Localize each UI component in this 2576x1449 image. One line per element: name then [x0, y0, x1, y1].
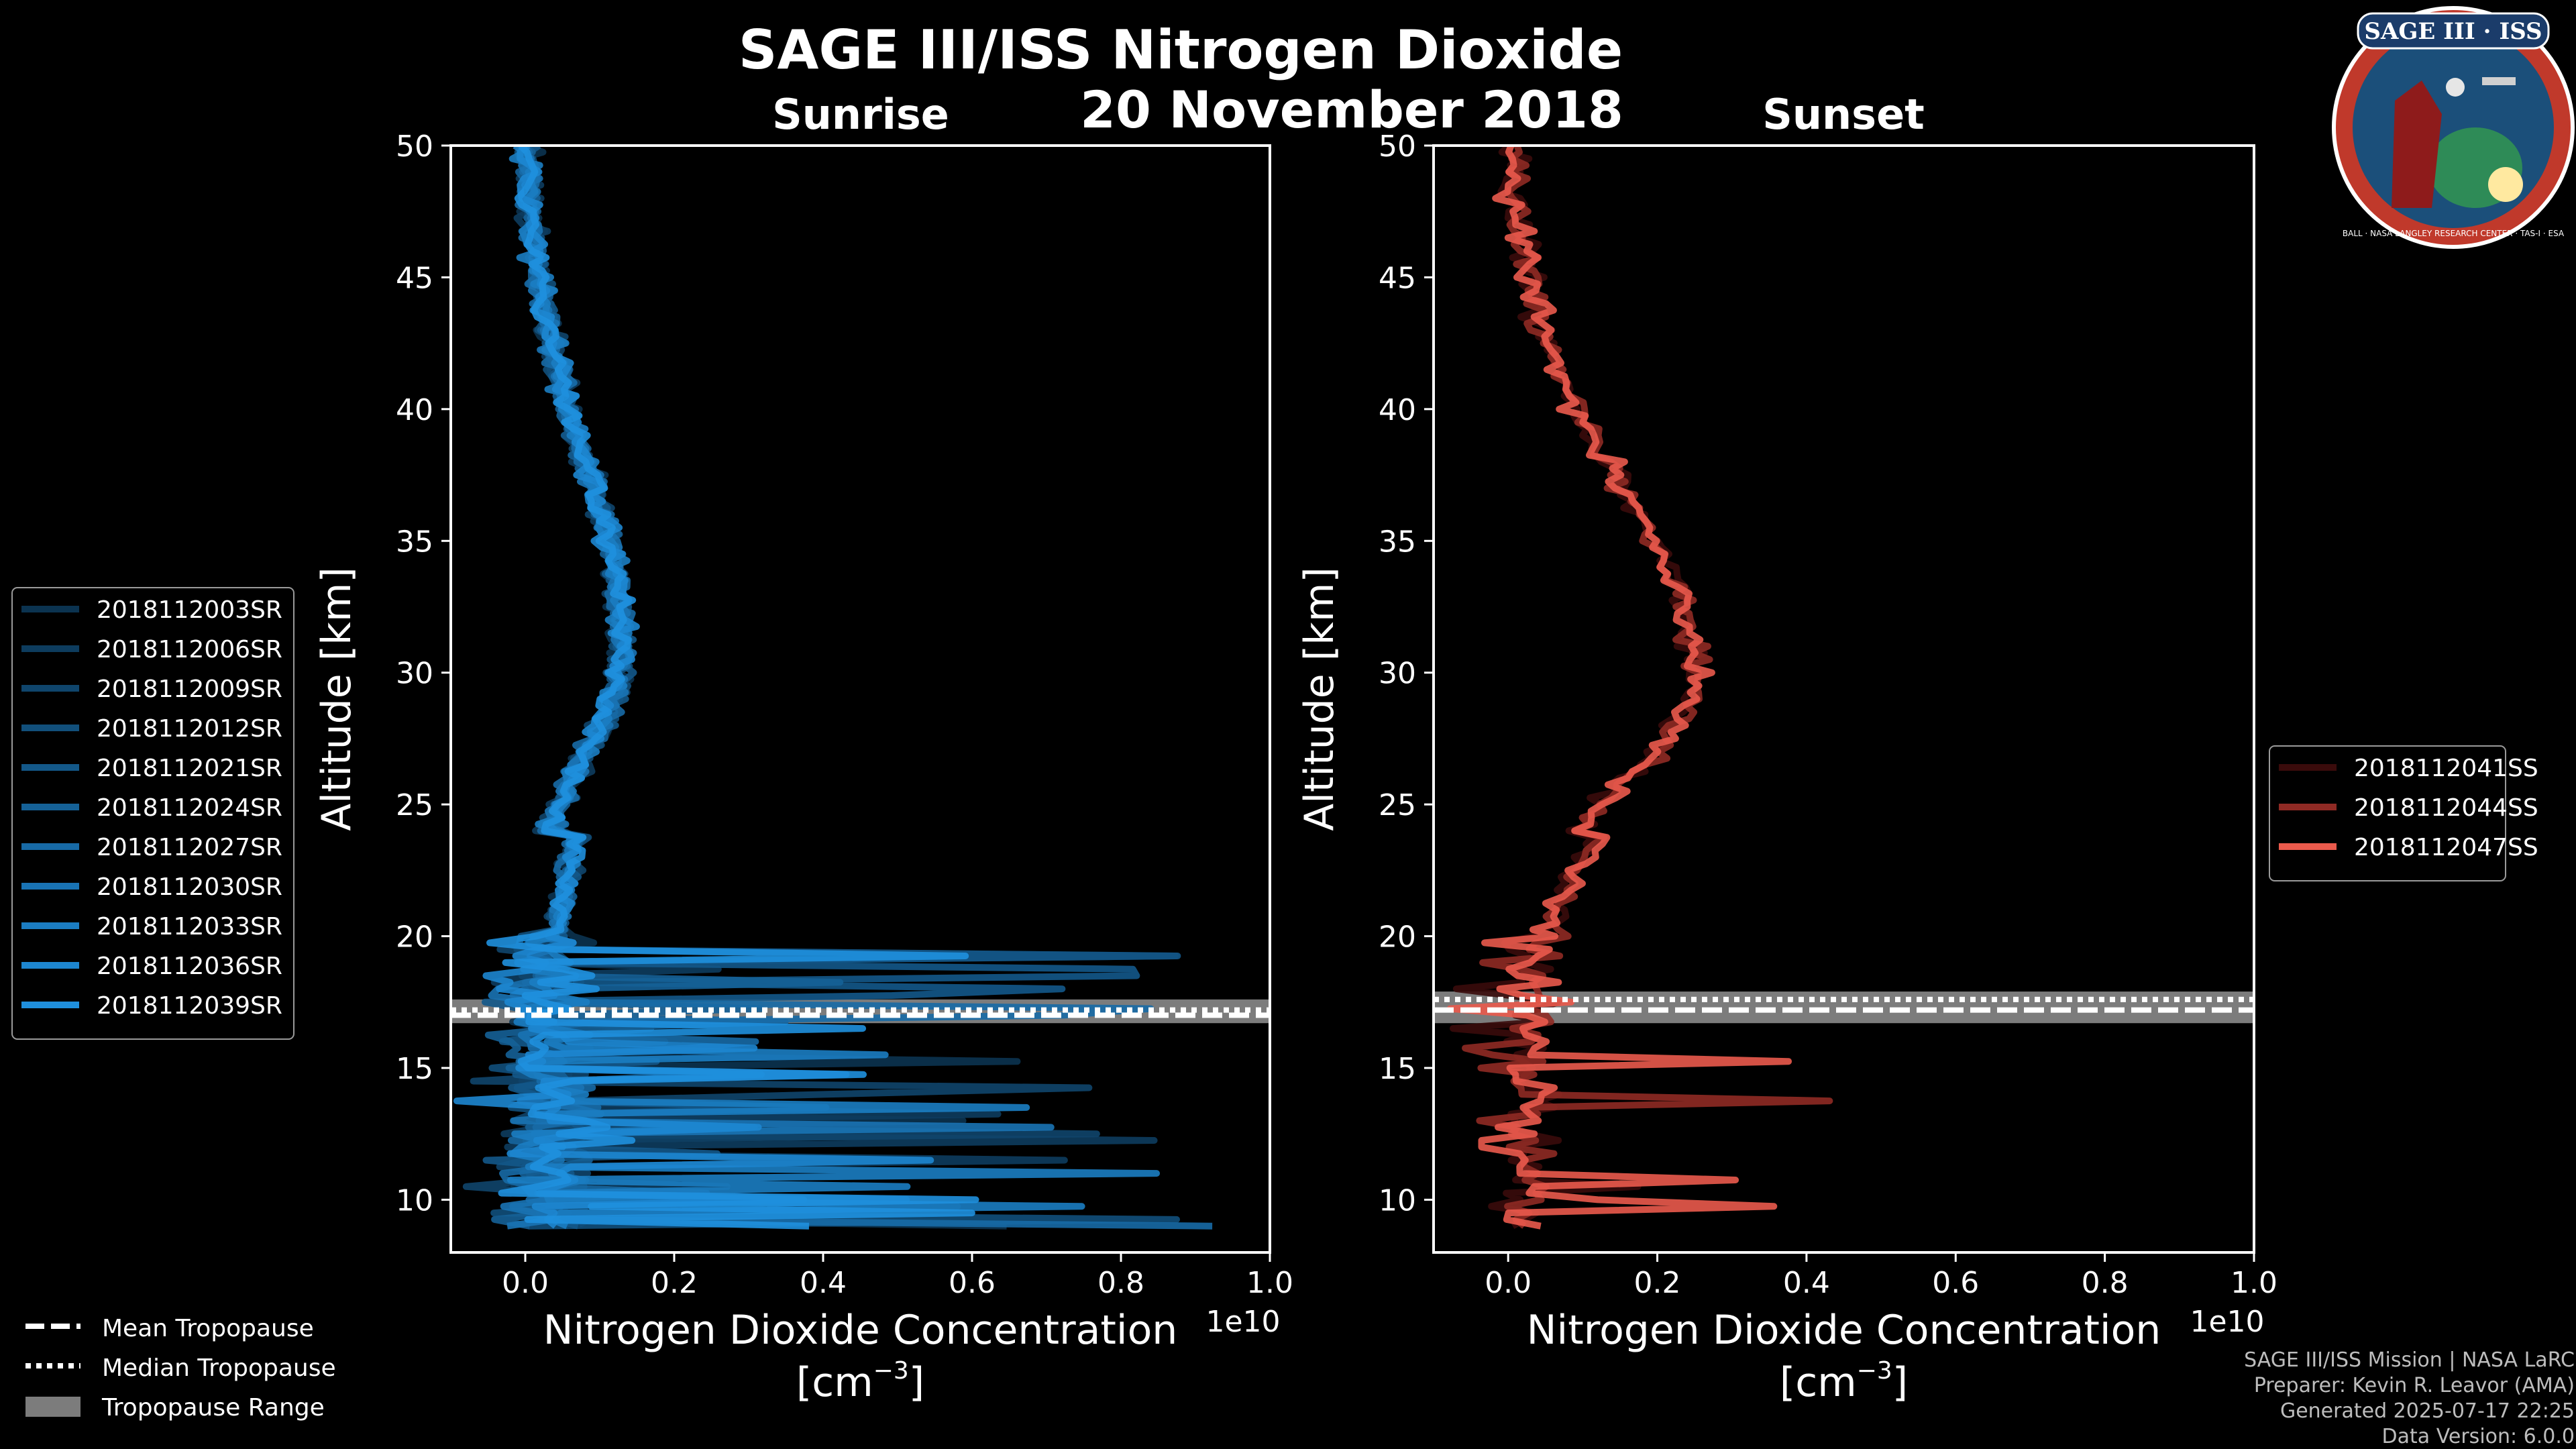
chart-sunrise: 0.0 0.2 0.4 0.6 0.8 1.0 10 15 20 25 30 35 40 45 50 1e10…	[313, 129, 1293, 1406]
legend-entry-2018112033SR: 2018112033SR	[97, 913, 282, 941]
y-tick-label: 10	[1379, 1183, 1416, 1218]
y-tick-label: 40	[1379, 393, 1416, 427]
x-axis-units: [cm−3]	[796, 1357, 924, 1406]
y-tick-label: 40	[396, 393, 433, 427]
legend-entry-2018112039SR: 2018112039SR	[97, 992, 282, 1020]
x-tick-label: 0.6	[1932, 1266, 1979, 1300]
legend-entry-2018112030SR: 2018112030SR	[97, 873, 282, 901]
x-tick-label: 0.4	[800, 1266, 847, 1300]
legend-entry-2018112021SR: 2018112021SR	[97, 755, 282, 782]
x-tick-label: 0.0	[1485, 1266, 1532, 1300]
tropopause-legend: Mean Tropopause Median Tropopause Tropop…	[25, 1315, 336, 1421]
legend-entry-2018112024SR: 2018112024SR	[97, 794, 282, 822]
x-tick-label: 1.0	[1246, 1266, 1293, 1300]
credit-line-2: Preparer: Kevin R. Leavor (AMA)	[2254, 1374, 2575, 1397]
y-tick-label: 10	[396, 1183, 433, 1218]
x-tick-label: 0.0	[502, 1266, 549, 1300]
legend-tropopause-range-label: Tropopause Range	[101, 1394, 325, 1421]
x-tick-label: 0.4	[1783, 1266, 1830, 1300]
plot-area	[451, 146, 1270, 1230]
credit-line-3: Generated 2025-07-17 22:25	[2280, 1399, 2575, 1423]
y-tick-label: 45	[1379, 261, 1416, 295]
y-tick-label: 15	[1379, 1052, 1416, 1086]
y-tick-label: 20	[396, 920, 433, 955]
credit-line-4: Data Version: 6.0.0	[2382, 1425, 2575, 1448]
credits: SAGE III/ISS Mission | NASA LaRC Prepare…	[2244, 1348, 2575, 1448]
y-tick-label: 15	[396, 1052, 433, 1086]
x-tick-label: 0.6	[949, 1266, 996, 1300]
x-tick-label: 0.2	[1634, 1266, 1681, 1300]
plot-frame	[449, 144, 1271, 1254]
legend-entry-2018112036SR: 2018112036SR	[97, 953, 282, 980]
legend-entry-2018112009SR: 2018112009SR	[97, 676, 282, 703]
y-tick-label: 50	[1379, 129, 1416, 164]
panel-title-sunrise: Sunrise	[772, 90, 949, 139]
y-axis-label: Altitude [km]	[313, 567, 360, 831]
x-axis-units: [cm−3]	[1780, 1357, 1908, 1406]
x-tick-label: 0.2	[651, 1266, 698, 1300]
legend-sunset: 2018112041SS 2018112044SS 2018112047SS	[2269, 745, 2538, 881]
y-tick-label: 30	[1379, 657, 1416, 691]
legend-median-tropopause-label: Median Tropopause	[102, 1354, 336, 1382]
y-tick-label: 50	[396, 129, 433, 164]
y-tick-label: 45	[396, 261, 433, 295]
plot-area	[1434, 146, 2254, 1230]
logo-moon-icon	[2446, 78, 2465, 97]
y-tick-label: 35	[396, 525, 433, 559]
plot-frame	[1432, 144, 2255, 1254]
logo-banner	[2357, 12, 2550, 50]
sage-iii-iss-logo: SAGE III · ISS BALL · NASA LANGLEY RESEA…	[2332, 6, 2575, 249]
y-tick-label: 25	[1379, 788, 1416, 822]
panel-title-sunset: Sunset	[1762, 90, 1925, 139]
y-tick-label: 30	[396, 657, 433, 691]
legend-mean-tropopause-label: Mean Tropopause	[102, 1315, 314, 1342]
legend-box	[11, 587, 294, 1040]
legend-entry-2018112041SS: 2018112041SS	[2354, 755, 2538, 782]
y-tick-label: 20	[1379, 920, 1416, 955]
x-tick-label: 0.8	[2082, 1266, 2129, 1300]
y-axis-label: Altitude [km]	[1296, 567, 1343, 831]
legend-entry-2018112047SS: 2018112047SS	[2354, 834, 2538, 861]
logo-ring-text: BALL · NASA LANGLEY RESEARCH CENTER · TA…	[2343, 229, 2565, 238]
logo-station-icon	[2482, 77, 2516, 85]
y-tick-label: 35	[1379, 525, 1416, 559]
x-axis-multiplier: 1e10	[1205, 1305, 1280, 1339]
legend-sunrise: 2018112003SR 2018112006SR 2018112009SR 2018…	[11, 587, 294, 1040]
series-line-2018112047SS	[1446, 146, 1792, 1230]
figure-date: 20 November 2018	[1080, 80, 1623, 140]
legend-entry-2018112012SR: 2018112012SR	[97, 715, 282, 743]
y-tick-label: 25	[396, 788, 433, 822]
logo-figure-icon	[2392, 80, 2442, 208]
credit-line-1: SAGE III/ISS Mission | NASA LaRC	[2244, 1348, 2575, 1372]
figure-title: SAGE III/ISS Nitrogen Dioxide	[739, 19, 1623, 81]
chart-sunset: 0.0 0.2 0.4 0.6 0.8 1.0 10 15 20 25 30 35 40 45 50 1e10…	[1296, 129, 2277, 1406]
x-tick-label: 1.0	[2231, 1266, 2277, 1300]
x-axis-label: Nitrogen Dioxide Concentration	[1527, 1307, 2161, 1354]
logo-text: SAGE III · ISS	[2364, 18, 2542, 45]
x-tick-label: 0.8	[1097, 1266, 1144, 1300]
x-axis-label: Nitrogen Dioxide Concentration	[543, 1307, 1178, 1354]
series-line-2018112039SR	[486, 146, 979, 1230]
legend-entry-2018112027SR: 2018112027SR	[97, 834, 282, 861]
legend-tropopause-range-swatch	[25, 1397, 80, 1417]
legend-entry-2018112044SS: 2018112044SS	[2354, 794, 2538, 822]
x-axis-multiplier: 1e10	[2190, 1305, 2264, 1339]
legend-entry-2018112003SR: 2018112003SR	[97, 596, 282, 624]
logo-sun-icon	[2488, 167, 2523, 202]
legend-entry-2018112006SR: 2018112006SR	[97, 636, 282, 663]
